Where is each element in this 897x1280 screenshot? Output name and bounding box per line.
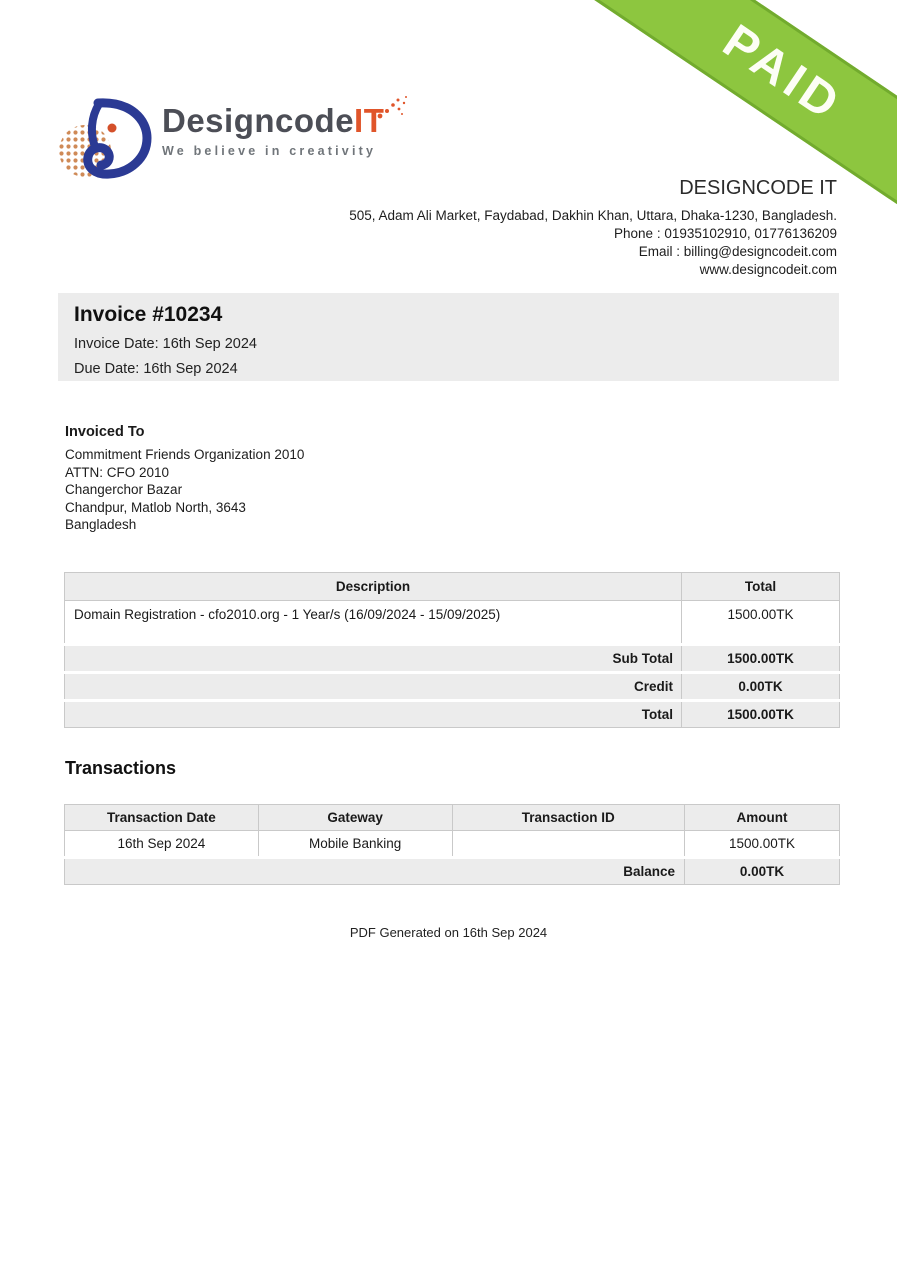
invoiced-to: Invoiced To Commitment Friends Organizat… [65,424,304,534]
item-row: Domain Registration - cfo2010.org - 1 Ye… [64,600,840,645]
items-table: Description Total Domain Registration - … [64,572,840,728]
items-header-description: Description [64,572,682,601]
company-name: DESIGNCODE IT [679,177,837,199]
total-value: 1500.00TK [681,699,840,728]
company-address: 505, Adam Ali Market, Faydabad, Dakhin K… [349,208,837,223]
brand-tagline: We believe in creativity [162,144,377,158]
invoiced-to-country: Bangladesh [65,517,137,532]
invoice-date: Invoice Date: 16th Sep 2024 [74,336,257,352]
subtotal-value: 1500.00TK [681,643,840,673]
brand-name-primary: Designcode [162,102,355,139]
items-header-total: Total [681,572,840,601]
balance-value: 0.00TK [684,856,840,885]
balance-row: Balance 0.00TK [64,856,840,885]
invoiced-to-heading: Invoiced To [65,424,145,440]
transaction-gateway-cell: Mobile Banking [257,830,453,858]
transaction-id-cell [451,830,685,858]
logo-mark-icon [58,94,156,185]
transactions-header-amount: Amount [684,804,840,831]
credit-label: Credit [64,671,682,701]
subtotal-label: Sub Total [64,643,682,673]
invoiced-to-address-1: Changerchor Bazar [65,482,183,497]
transactions-heading: Transactions [65,758,177,778]
invoiced-to-attn: ATTN: CFO 2010 [65,464,170,480]
total-label: Total [64,699,682,728]
pdf-generated-note: PDF Generated on 16th Sep 2024 [349,925,548,940]
items-header-row: Description Total [64,572,840,601]
credit-value: 0.00TK [681,671,840,701]
invoice-meta: Invoice #10234 Invoice Date: 16th Sep 20… [58,293,839,381]
transactions-header-id: Transaction ID [451,804,685,831]
invoiced-to-organization: Commitment Friends Organization 2010 [65,447,305,462]
brand-name: DesigncodeIT [162,96,408,140]
transaction-date-cell: 16th Sep 2024 [64,830,259,858]
company-info: DESIGNCODE IT 505, Adam Ali Market, Fayd… [349,177,837,279]
transaction-amount-cell: 1500.00TK [684,830,840,858]
logo-text: DesigncodeIT We believe in creativity [162,94,408,158]
company-phone: Phone : 01935102910, 01776136209 [614,226,837,241]
transaction-row: 16th Sep 2024 Mobile Banking 1500.00TK [64,830,840,858]
company-logo: DesigncodeIT We believe in creativity [58,94,408,185]
company-email: Email : billing@designcodeit.com [638,244,837,259]
brand-name-accent: IT [354,102,385,139]
item-total-cell: 1500.00TK [681,600,840,645]
invoice-due-date: Due Date: 16th Sep 2024 [74,361,238,377]
transactions-header-row: Transaction Date Gateway Transaction ID … [64,804,840,831]
transactions-header-gateway: Gateway [257,804,453,831]
item-description-cell: Domain Registration - cfo2010.org - 1 Ye… [64,600,682,645]
invoice-title: Invoice #10234 [74,303,223,326]
subtotal-row: Sub Total 1500.00TK [64,643,840,673]
invoiced-to-address-2: Chandpur, Matlob North, 3643 [65,499,246,515]
total-row: Total 1500.00TK [64,699,840,728]
transactions-header-date: Transaction Date [64,804,259,831]
transactions-table: Transaction Date Gateway Transaction ID … [64,804,840,885]
sparkle-dots-icon [376,90,410,128]
company-website: www.designcodeit.com [699,262,837,277]
balance-label: Balance [64,856,685,885]
paid-ribbon-label: PAID [713,14,853,132]
credit-row: Credit 0.00TK [64,671,840,701]
